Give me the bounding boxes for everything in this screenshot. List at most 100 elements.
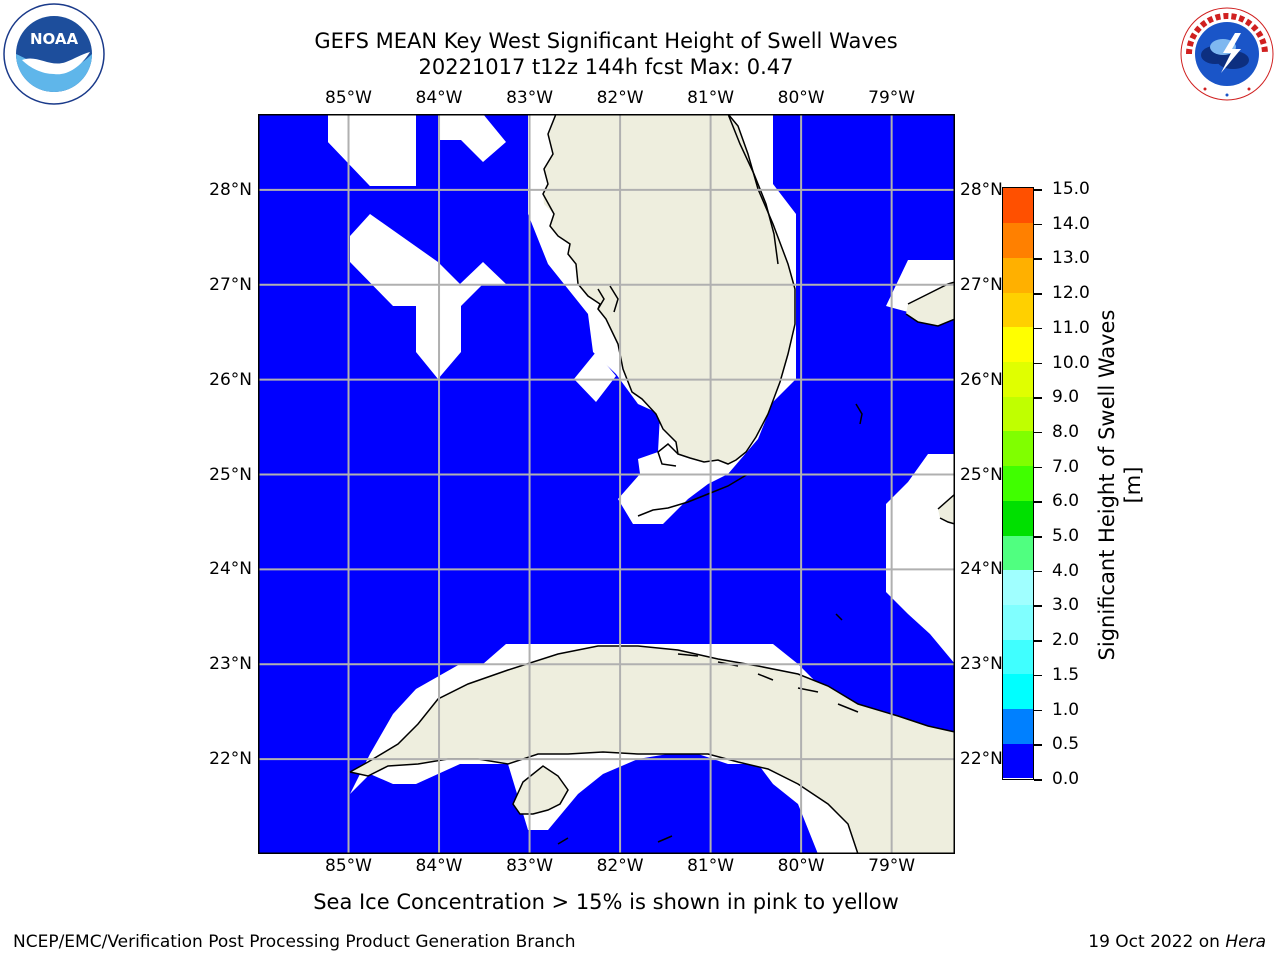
colorbar-segment bbox=[1003, 673, 1033, 710]
colorbar-tick-label: 13.0 bbox=[1052, 248, 1090, 269]
colorbar-tick-label: 4.0 bbox=[1052, 560, 1080, 581]
colorbar-tick-label: 2.0 bbox=[1052, 630, 1080, 651]
andros-coast bbox=[937, 493, 955, 525]
no-data-patch bbox=[886, 454, 955, 664]
colorbar-segment bbox=[1003, 430, 1033, 467]
colorbar-tick-mark bbox=[1034, 397, 1042, 399]
noaa-logo: NOAA bbox=[3, 3, 105, 105]
colorbar-segment bbox=[1003, 326, 1033, 363]
cuba-land bbox=[350, 646, 955, 854]
lon-label-bottom: 85°W bbox=[325, 856, 372, 876]
lat-label-left: 28°N bbox=[209, 179, 252, 200]
colorbar-tick-label: 12.0 bbox=[1052, 283, 1090, 304]
colorbar-segment bbox=[1003, 639, 1033, 675]
colorbar-tick-mark bbox=[1034, 570, 1042, 573]
colorbar-tick-label: 1.5 bbox=[1052, 664, 1080, 685]
everglades-coast bbox=[657, 442, 679, 467]
colorbar-tick-mark bbox=[1034, 327, 1042, 330]
colorbar-tick-label: 9.0 bbox=[1052, 387, 1080, 408]
lon-label-bottom: 82°W bbox=[596, 856, 644, 876]
colorbar-tick-label: 5.0 bbox=[1052, 526, 1080, 547]
colorbar-tick-label: 8.0 bbox=[1052, 421, 1080, 442]
run-date: 19 Oct 2022 on Hera bbox=[1088, 932, 1266, 952]
lon-label-bottom: 79°W bbox=[868, 856, 916, 876]
colorbar-label: Significant Height of Swell Waves [m] bbox=[1095, 309, 1145, 661]
colorbar-segment bbox=[1003, 743, 1033, 779]
colorbar bbox=[1002, 187, 1034, 780]
lat-label-right: 22°N bbox=[960, 749, 1003, 770]
no-data-patch bbox=[328, 114, 416, 186]
lon-label-top: 83°W bbox=[506, 88, 554, 108]
run-date-text: 19 Oct 2022 on bbox=[1088, 932, 1220, 952]
noaa-logo-text: NOAA bbox=[30, 30, 79, 48]
chart-subtitle: 20221017 t12z 144h fcst Max: 0.47 bbox=[418, 55, 794, 79]
colorbar-tick-mark bbox=[1034, 189, 1042, 191]
colorbar-tick-label: 1.0 bbox=[1052, 699, 1080, 720]
lat-label-right: 24°N bbox=[960, 559, 1003, 580]
colorbar-tick-mark bbox=[1034, 605, 1042, 607]
colorbar-segment bbox=[1003, 361, 1033, 397]
bimini-coast bbox=[855, 403, 863, 425]
lon-label-bottom: 84°W bbox=[415, 856, 463, 876]
lon-label-top: 80°W bbox=[777, 88, 825, 108]
colorbar-tick-mark bbox=[1034, 466, 1042, 469]
lat-label-left: 23°N bbox=[209, 654, 252, 675]
colorbar-tick-label: 3.0 bbox=[1052, 595, 1080, 616]
colorbar-tick-mark bbox=[1034, 431, 1042, 434]
sea-ice-note: Sea Ice Concentration > 15% is shown in … bbox=[313, 890, 899, 914]
colorbar-tick-mark bbox=[1034, 640, 1042, 642]
florida-land bbox=[543, 114, 795, 464]
lon-label-bottom: 81°W bbox=[687, 856, 735, 876]
colorbar-tick-mark bbox=[1034, 709, 1042, 712]
lat-label-right: 25°N bbox=[960, 464, 1003, 485]
lat-label-left: 22°N bbox=[209, 749, 252, 770]
lon-label-top: 82°W bbox=[596, 88, 644, 108]
map-svg bbox=[258, 114, 955, 854]
colorbar-tick-mark bbox=[1034, 362, 1042, 365]
colorbar-segment bbox=[1003, 535, 1033, 571]
nws-logo bbox=[1180, 7, 1274, 101]
colorbar-segment bbox=[1003, 396, 1033, 432]
colorbar-tick-label: 14.0 bbox=[1052, 213, 1090, 234]
colorbar-segment bbox=[1003, 292, 1033, 328]
colorbar-tick-label: 7.0 bbox=[1052, 456, 1080, 477]
graticule bbox=[258, 114, 955, 854]
lon-label-top: 85°W bbox=[325, 88, 372, 108]
cay-sal-coast bbox=[835, 613, 843, 621]
colorbar-segment bbox=[1003, 604, 1033, 640]
lat-label-left: 25°N bbox=[209, 464, 252, 485]
colorbar-tick-mark bbox=[1034, 501, 1042, 503]
colorbar-tick-mark bbox=[1034, 744, 1042, 746]
isle-of-youth-land bbox=[513, 766, 568, 814]
lat-label-right: 23°N bbox=[960, 654, 1003, 675]
colorbar-tick-label: 15.0 bbox=[1052, 179, 1090, 199]
colorbar-segment bbox=[1003, 257, 1033, 293]
colorbar-tick-label: 0.5 bbox=[1052, 734, 1080, 755]
land-areas bbox=[350, 114, 955, 854]
lat-label-right: 26°N bbox=[960, 369, 1003, 390]
no-data-patch bbox=[438, 114, 506, 162]
florida-coast bbox=[542, 114, 796, 465]
colorbar-tick-label: 10.0 bbox=[1052, 352, 1090, 373]
producer-branch: NCEP/EMC/Verification Post Processing Pr… bbox=[13, 932, 576, 952]
chart-title: GEFS MEAN Key West Significant Height of… bbox=[314, 29, 898, 53]
lon-label-bottom: 80°W bbox=[777, 856, 825, 876]
colorbar-segment bbox=[1003, 708, 1033, 744]
lon-label-top: 81°W bbox=[687, 88, 735, 108]
colorbar-segment bbox=[1003, 500, 1033, 536]
bahamas-land bbox=[906, 282, 955, 326]
no-data-patch bbox=[350, 214, 506, 379]
florida-keys bbox=[637, 473, 749, 517]
lat-label-left: 26°N bbox=[209, 369, 252, 390]
colorbar-tick-mark bbox=[1034, 536, 1042, 538]
colorbar-segment bbox=[1003, 222, 1033, 258]
lat-label-left: 27°N bbox=[209, 274, 252, 295]
colorbar-tick-label: 6.0 bbox=[1052, 491, 1080, 512]
lon-label-top: 79°W bbox=[868, 88, 916, 108]
lat-label-right: 27°N bbox=[960, 274, 1003, 295]
isle-of-youth-coast bbox=[512, 765, 569, 815]
lat-label-left: 24°N bbox=[209, 559, 252, 580]
lon-label-top: 84°W bbox=[415, 88, 463, 108]
colorbar-segment bbox=[1003, 465, 1033, 501]
gulf-coast-inlets bbox=[597, 285, 619, 313]
